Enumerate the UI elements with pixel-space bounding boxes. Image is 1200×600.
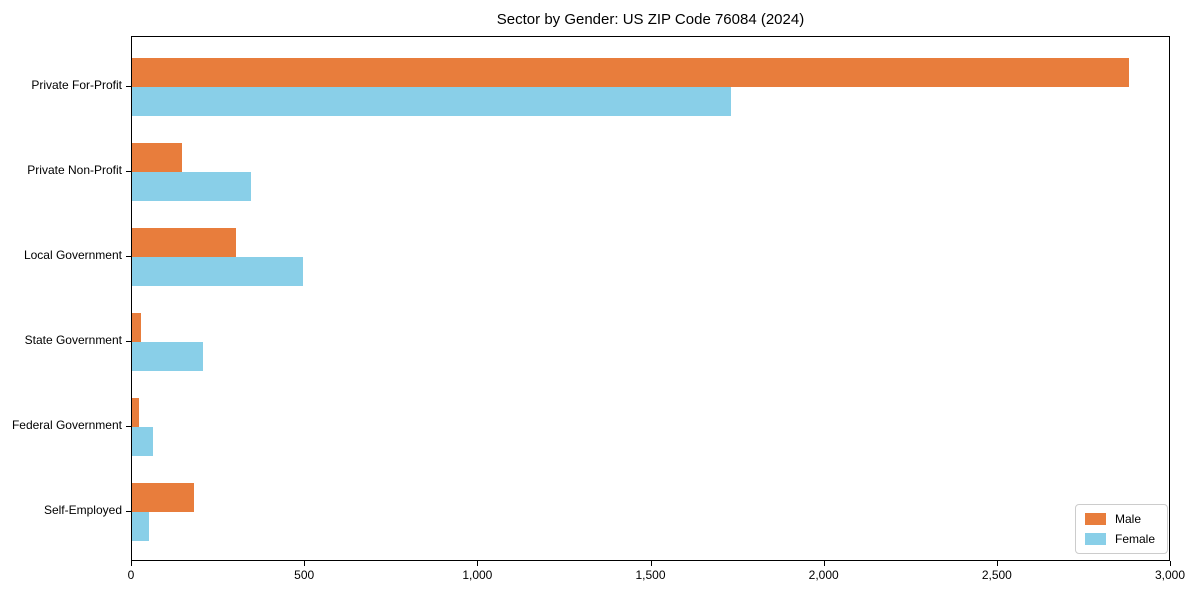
legend-label-male: Male xyxy=(1114,512,1141,526)
legend-swatch-male xyxy=(1084,513,1106,525)
y-tick-label: Private For-Profit xyxy=(31,78,122,92)
x-tick xyxy=(131,561,132,566)
x-tick xyxy=(1170,561,1171,566)
x-tick-label: 500 xyxy=(294,568,315,582)
y-tick xyxy=(126,341,131,342)
female-bar xyxy=(132,342,203,371)
male-bar xyxy=(132,313,141,342)
x-tick xyxy=(650,561,652,566)
legend-swatch-female xyxy=(1084,533,1106,545)
x-tick xyxy=(996,561,998,566)
y-tick-label: State Government xyxy=(24,333,122,347)
y-tick xyxy=(126,426,131,427)
x-tick-label: 0 xyxy=(127,568,135,582)
legend-item-female: Female xyxy=(1084,532,1155,546)
male-bar xyxy=(132,58,1129,87)
plot-area xyxy=(131,36,1170,561)
chart-title: Sector by Gender: US ZIP Code 76084 (202… xyxy=(496,11,805,28)
female-bar xyxy=(132,87,731,116)
legend: Male Female xyxy=(1074,504,1168,554)
y-tick xyxy=(126,171,131,172)
x-tick-label: 2,500 xyxy=(981,568,1012,582)
x-tick xyxy=(304,561,306,566)
female-bar xyxy=(132,257,303,286)
x-tick-label: 2,000 xyxy=(808,568,839,582)
y-tick-label: Self-Employed xyxy=(43,503,122,517)
male-bar xyxy=(132,143,182,172)
female-bar xyxy=(132,427,153,456)
x-tick-label: 1,500 xyxy=(635,568,666,582)
x-tick xyxy=(823,561,825,566)
y-tick-label: Federal Government xyxy=(11,418,122,432)
male-bar xyxy=(132,398,139,427)
y-tick xyxy=(126,86,131,87)
male-bar xyxy=(132,228,236,257)
legend-item-male: Male xyxy=(1084,512,1155,526)
x-tick-label: 1,000 xyxy=(462,568,493,582)
y-tick-label: Private Non-Profit xyxy=(27,163,122,177)
legend-label-female: Female xyxy=(1114,532,1155,546)
y-tick xyxy=(126,256,131,257)
male-bar xyxy=(132,483,194,512)
female-bar xyxy=(132,172,251,201)
y-tick-label: Local Government xyxy=(23,248,122,262)
female-bar xyxy=(132,512,149,541)
x-tick-label: 3,000 xyxy=(1154,568,1186,582)
x-tick xyxy=(477,561,479,566)
y-tick xyxy=(126,511,131,512)
